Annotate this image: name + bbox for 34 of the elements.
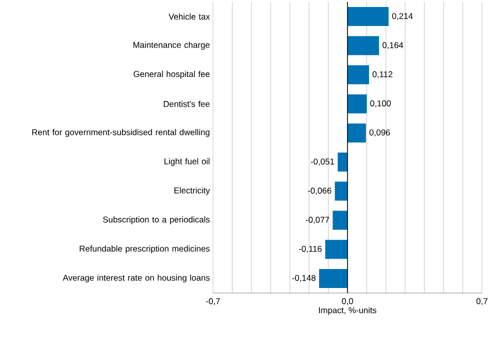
y-tick-label: Average interest rate on housing loans	[62, 274, 210, 282]
y-tick-label: Vehicle tax	[168, 13, 210, 20]
data-label: -0,066	[308, 188, 332, 195]
x-axis-title: Impact, %-units	[319, 306, 376, 315]
data-label: 0,164	[382, 42, 404, 50]
bar	[347, 123, 366, 142]
x-tick-label: 0,0	[342, 298, 354, 306]
data-label: -0,148	[292, 274, 316, 282]
x-tick-label: -0,7	[206, 298, 220, 306]
y-tick-label: Refundable prescription medicines	[80, 245, 210, 254]
data-label: 0,214	[392, 13, 413, 20]
bar	[347, 36, 380, 56]
bar	[332, 210, 348, 230]
data-label: 0,112	[372, 71, 392, 78]
y-tick-label: Subscription to a periodicals	[103, 216, 210, 224]
y-tick-label: Electricity	[174, 187, 210, 196]
data-label: -0,077	[306, 216, 330, 224]
y-tick-label: Dentist's fee	[164, 100, 210, 107]
bar	[338, 152, 348, 172]
y-tick-label: Rent for government-subsidised rental dwelling	[32, 129, 210, 137]
data-label: -0,051	[310, 158, 334, 166]
bar	[347, 94, 367, 114]
y-tick-label: Light fuel oil	[164, 158, 210, 166]
bar	[347, 7, 389, 26]
data-label: 0,100	[370, 100, 391, 108]
data-label: 0,096	[369, 129, 390, 136]
bar	[334, 182, 348, 201]
y-tick-label: Maintenance charge	[133, 42, 210, 50]
y-tick-label: General hospital fee	[134, 70, 210, 79]
bar	[347, 65, 370, 84]
x-tick-label: 0,7	[476, 298, 488, 306]
data-label: -0,116	[299, 246, 322, 253]
bar	[319, 268, 348, 288]
bar	[325, 240, 348, 259]
